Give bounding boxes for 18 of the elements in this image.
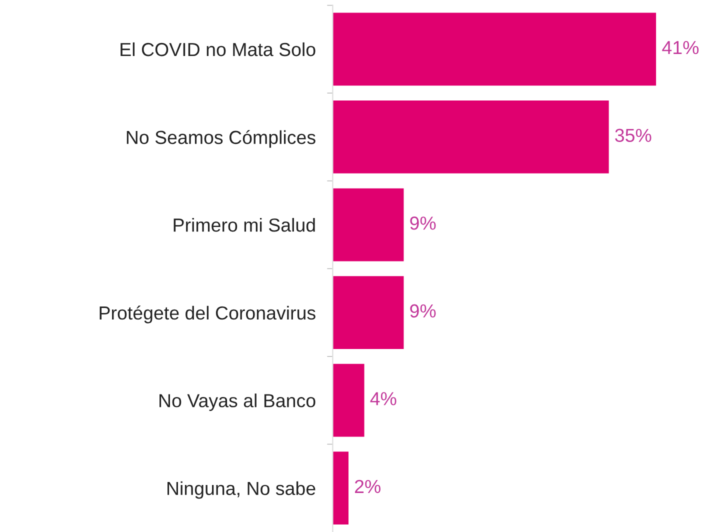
y-tick-label: No Seamos Cómplices	[126, 130, 316, 148]
data-label: 2%	[355, 480, 380, 494]
data-label: 4%	[370, 392, 396, 406]
bar	[332, 364, 364, 437]
bar	[332, 12, 656, 86]
bar	[332, 452, 348, 525]
y-tick-label: Ninguna, No sabe	[168, 481, 316, 499]
data-label: 35%	[615, 128, 652, 142]
y-tick-label: No Vayas al Banco	[160, 394, 316, 412]
data-label: 41%	[662, 41, 699, 54]
data-label: 9%	[410, 216, 436, 230]
y-tick-label: El COVID no Mata Solo	[120, 42, 316, 56]
y-tick-label: Primero mi Salud	[174, 218, 315, 232]
data-label: 9%	[410, 304, 436, 318]
bar	[332, 100, 609, 174]
bar	[332, 276, 404, 349]
bar	[332, 188, 404, 262]
y-tick-label: Protégete del Coronavirus	[100, 306, 316, 324]
